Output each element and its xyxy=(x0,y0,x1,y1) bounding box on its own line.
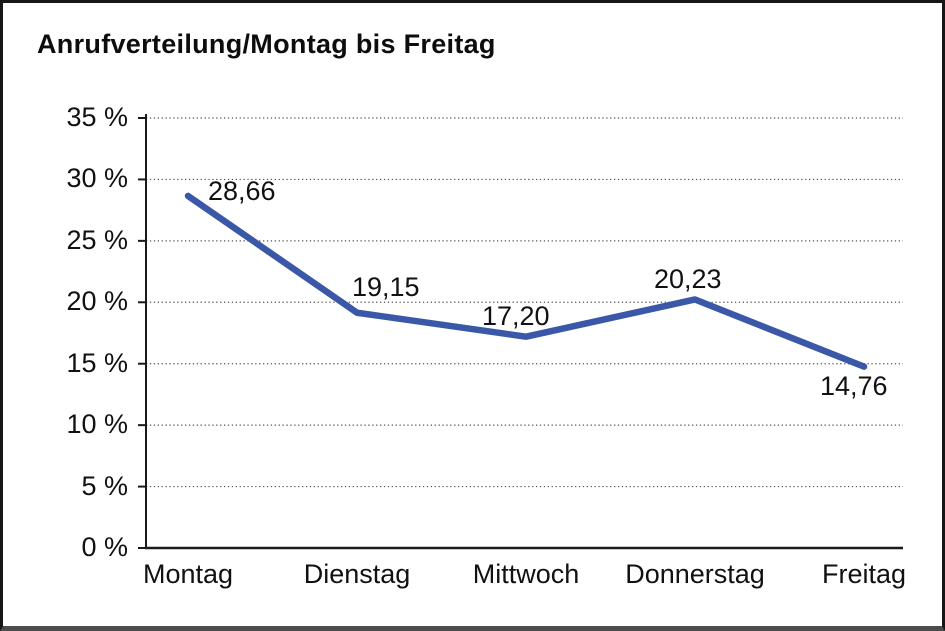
x-category-label: Freitag xyxy=(821,559,907,589)
y-tick-label: 30 % xyxy=(66,163,128,194)
y-tick-label: 0 % xyxy=(81,532,128,562)
y-tick-label: 5 % xyxy=(81,470,128,501)
data-value-label: 28,66 xyxy=(208,175,276,206)
chart-title: Anrufverteilung/Montag bis Freitag xyxy=(37,29,496,59)
y-tick-label: 15 % xyxy=(66,347,128,378)
y-tick-label: 25 % xyxy=(66,224,128,255)
y-tick-label: 10 % xyxy=(66,409,128,440)
data-value-label: 17,20 xyxy=(482,300,550,331)
data-value-label: 19,15 xyxy=(352,271,420,302)
x-category-label: Dienstag xyxy=(303,559,411,589)
data-value-label: 14,76 xyxy=(820,370,888,401)
data-line xyxy=(184,192,868,370)
x-category-label: Montag xyxy=(142,559,234,589)
x-category-label: Donnerstag xyxy=(625,559,765,589)
y-tick-label: 35 % xyxy=(66,102,128,132)
y-tick-label: 20 % xyxy=(66,286,128,317)
data-value-label: 20,23 xyxy=(654,264,722,295)
x-category-label: Mittwoch xyxy=(472,559,580,589)
